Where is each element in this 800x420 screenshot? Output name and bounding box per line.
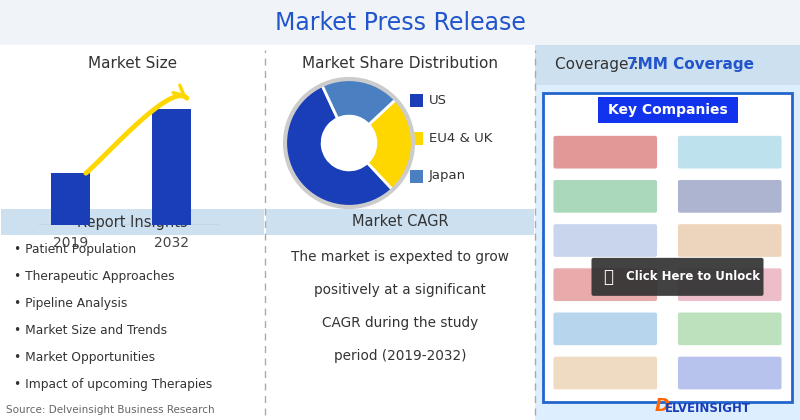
Text: Report Insights: Report Insights (77, 215, 188, 229)
Text: US: US (429, 94, 447, 107)
Text: Key Companies: Key Companies (608, 103, 727, 117)
FancyBboxPatch shape (591, 258, 763, 296)
FancyBboxPatch shape (678, 268, 782, 301)
FancyBboxPatch shape (410, 94, 423, 107)
Text: positively at a significant: positively at a significant (314, 283, 486, 297)
FancyBboxPatch shape (1, 209, 264, 235)
FancyBboxPatch shape (410, 170, 423, 183)
Text: 7MM Coverage: 7MM Coverage (627, 58, 754, 73)
FancyBboxPatch shape (543, 93, 792, 402)
Text: • Market Opportunities: • Market Opportunities (14, 351, 155, 364)
Text: CAGR during the study: CAGR during the study (322, 316, 478, 330)
Text: Market CAGR: Market CAGR (352, 215, 448, 229)
FancyBboxPatch shape (266, 209, 534, 235)
FancyBboxPatch shape (554, 312, 657, 345)
Text: Market Size: Market Size (88, 55, 177, 71)
Text: • Pipeline Analysis: • Pipeline Analysis (14, 297, 127, 310)
FancyBboxPatch shape (678, 180, 782, 213)
FancyBboxPatch shape (535, 45, 800, 85)
Wedge shape (322, 79, 396, 125)
Text: • Therapeutic Approaches: • Therapeutic Approaches (14, 270, 174, 283)
Circle shape (322, 116, 376, 170)
Text: D: D (655, 397, 670, 415)
Text: Source: Delveinsight Business Research: Source: Delveinsight Business Research (6, 405, 214, 415)
FancyBboxPatch shape (554, 357, 657, 389)
Text: period (2019-2032): period (2019-2032) (334, 349, 466, 363)
Bar (51, 173, 90, 225)
FancyBboxPatch shape (554, 224, 657, 257)
Wedge shape (367, 100, 413, 190)
Text: • Market Size and Trends: • Market Size and Trends (14, 324, 167, 337)
Text: Click Here to Unlock: Click Here to Unlock (626, 270, 759, 284)
Text: ELVEINSIGHT: ELVEINSIGHT (665, 402, 751, 415)
FancyBboxPatch shape (554, 136, 657, 168)
Wedge shape (285, 85, 393, 207)
FancyBboxPatch shape (678, 136, 782, 168)
FancyBboxPatch shape (0, 0, 800, 45)
FancyBboxPatch shape (265, 45, 535, 420)
Text: Market Share Distribution: Market Share Distribution (302, 55, 498, 71)
Text: • Patient Population: • Patient Population (14, 243, 136, 256)
FancyBboxPatch shape (554, 180, 657, 213)
FancyBboxPatch shape (598, 97, 738, 123)
Bar (152, 109, 190, 225)
Text: Coverage :: Coverage : (555, 58, 643, 73)
Text: 2019: 2019 (53, 236, 88, 250)
FancyBboxPatch shape (554, 268, 657, 301)
Text: 2032: 2032 (154, 236, 189, 250)
FancyBboxPatch shape (410, 131, 423, 144)
FancyBboxPatch shape (678, 357, 782, 389)
Text: EU4 & UK: EU4 & UK (429, 131, 492, 144)
Text: The market is expexted to grow: The market is expexted to grow (291, 250, 509, 264)
FancyBboxPatch shape (678, 312, 782, 345)
Text: Market Press Release: Market Press Release (274, 10, 526, 34)
FancyBboxPatch shape (535, 45, 800, 420)
FancyBboxPatch shape (0, 45, 265, 420)
Text: Japan: Japan (429, 170, 466, 183)
Text: • Impact of upcoming Therapies: • Impact of upcoming Therapies (14, 378, 212, 391)
Text: 🔒: 🔒 (603, 268, 614, 286)
FancyBboxPatch shape (678, 224, 782, 257)
